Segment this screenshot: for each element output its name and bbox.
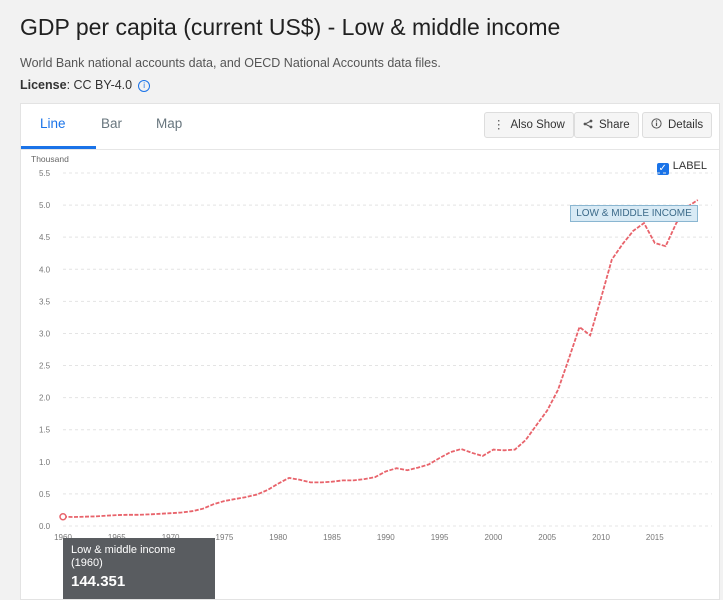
license-line: License: CC BY-4.0 i xyxy=(20,78,151,92)
x-tick-label: 1975 xyxy=(216,533,234,542)
tooltip-year: (1960) xyxy=(71,557,103,569)
more-vertical-icon: ⋮ xyxy=(493,119,505,131)
license-value: : CC BY-4.0 xyxy=(66,78,133,92)
x-tick-label: 1970 xyxy=(162,533,180,542)
tabs-divider xyxy=(21,149,719,150)
x-tick-label: 1965 xyxy=(108,533,126,542)
x-tick-label: 1985 xyxy=(323,533,341,542)
also-show-button[interactable]: ⋮ Also Show xyxy=(484,112,574,138)
y-axis-label: Thousand xyxy=(31,154,69,164)
x-tick-label: 2010 xyxy=(592,533,610,542)
also-show-label: Also Show xyxy=(510,119,565,131)
checkbox-checked-icon[interactable]: ✓ xyxy=(656,163,669,175)
tab-bar[interactable]: Bar xyxy=(101,116,123,131)
page-title: GDP per capita (current US$) - Low & mid… xyxy=(20,14,561,40)
chart-card: Line Bar Map ⋮ Also Show Share Details ✓ L… xyxy=(20,103,720,600)
label-toggle[interactable]: ✓ LABEL xyxy=(656,160,707,175)
share-label: Share xyxy=(599,119,630,131)
y-tick-label: 2.0 xyxy=(39,394,51,403)
tab-map[interactable]: Map xyxy=(156,116,183,131)
data-tooltip: Low & middle income (1960) 144.351 xyxy=(63,538,215,599)
license-label: License xyxy=(20,78,67,92)
page-subtitle: World Bank national accounts data, and O… xyxy=(20,56,441,70)
y-tick-label: 1.5 xyxy=(39,426,51,435)
y-tick-label: 0.0 xyxy=(39,522,51,531)
tab-line[interactable]: Line xyxy=(40,116,66,131)
label-toggle-text: LABEL xyxy=(672,160,707,172)
tooltip-series: Low & middle income xyxy=(71,544,176,556)
details-label: Details xyxy=(668,119,704,131)
tooltip-value: 144.351 xyxy=(71,573,126,590)
series-line xyxy=(62,199,699,518)
share-icon xyxy=(583,113,593,137)
share-button[interactable]: Share xyxy=(574,112,639,138)
y-tick-label: 3.5 xyxy=(39,297,51,306)
x-tick-label: 1980 xyxy=(269,533,287,542)
x-tick-label: 1960 xyxy=(54,533,72,542)
y-tick-label: 4.5 xyxy=(39,233,51,242)
active-tab-indicator xyxy=(21,146,96,149)
y-tick-label: 3.0 xyxy=(39,329,51,338)
y-tick-label: 5.0 xyxy=(39,201,51,210)
info-icon[interactable]: i xyxy=(138,80,151,92)
data-point-highlight xyxy=(59,513,67,521)
y-tick-label: 0.5 xyxy=(39,490,51,499)
x-tick-label: 2000 xyxy=(485,533,503,542)
x-tick-label: 2005 xyxy=(538,533,556,542)
series-label-tag: LOW & MIDDLE INCOME xyxy=(570,205,698,222)
y-tick-label: 2.5 xyxy=(39,362,51,371)
y-tick-label: 4.0 xyxy=(39,265,51,274)
y-tick-label: 1.0 xyxy=(39,458,51,467)
details-button[interactable]: Details xyxy=(642,112,713,138)
x-tick-label: 2015 xyxy=(646,533,664,542)
x-tick-label: 1990 xyxy=(377,533,395,542)
y-tick-label: 5.5 xyxy=(39,169,51,178)
x-tick-label: 1995 xyxy=(431,533,449,542)
info-circle-icon xyxy=(651,113,662,137)
